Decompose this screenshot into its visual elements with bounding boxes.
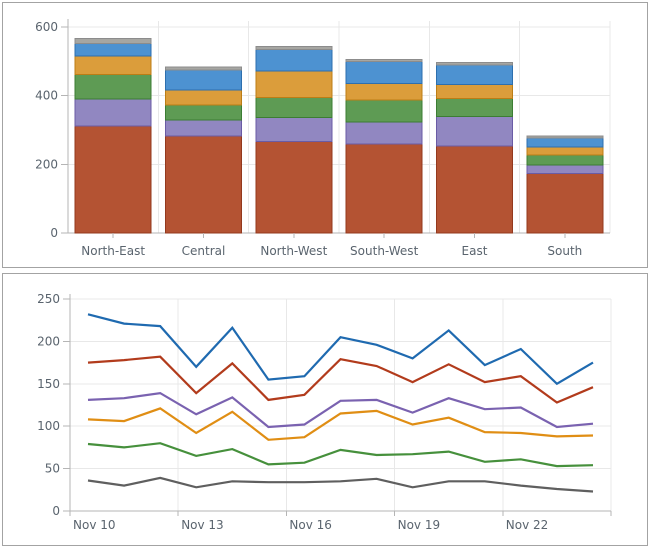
bar-segment-South-stack-5[interactable] (526, 137, 604, 148)
bar-segment-North-West-stack-1[interactable] (255, 141, 333, 234)
x-tick-label: Nov 13 (181, 518, 224, 532)
bar-segment-East-stack-2[interactable] (436, 116, 513, 147)
bar-segment-South-stack-2[interactable] (526, 164, 604, 174)
bar-segment-South-stack-3[interactable] (526, 154, 604, 166)
bar-segment-South-stack-6[interactable] (526, 135, 604, 139)
bar-segment-South-stack-4[interactable] (526, 146, 604, 156)
series-line-red[interactable] (87, 355, 594, 404)
x-tick-label: Nov 19 (398, 518, 441, 532)
category-label: South (547, 244, 582, 258)
y-tick-label: 0 (52, 504, 60, 518)
bar-segment-South-West-stack-5[interactable] (345, 61, 423, 84)
series-line-green[interactable] (87, 442, 594, 468)
category-label: Central (182, 244, 226, 258)
bar-segment-East-stack-1[interactable] (436, 145, 513, 234)
bar-segment-North-West-stack-3[interactable] (255, 97, 333, 118)
y-tick-label: 150 (37, 377, 60, 391)
bar-segment-South-West-stack-6[interactable] (345, 58, 423, 63)
stacked-bar-chart: 0 200 400 600 North-East Central North-West Sou… (35, 19, 611, 258)
y-tick-label: 400 (35, 89, 58, 103)
bar-segment-North-West-stack-6[interactable] (255, 46, 333, 50)
bar-segment-North-East-stack-3[interactable] (74, 73, 152, 100)
series-line-blue[interactable] (87, 313, 594, 386)
y-tick-label: 200 (35, 157, 58, 171)
bar-segment-North-East-stack-5[interactable] (74, 42, 152, 57)
bar-segment-South-West-stack-1[interactable] (345, 143, 423, 234)
line-chart-panel: 0 50 100 150 200 250 Nov 10 Nov 13 Nov 16 Nov 19 N… (2, 273, 648, 546)
category-label: North-West (260, 244, 327, 258)
bar-segment-East-stack-4[interactable] (436, 83, 513, 99)
bar-segment-Central-stack-4[interactable] (165, 89, 242, 106)
bar-segment-Central-stack-3[interactable] (165, 104, 242, 121)
series-line-orange[interactable] (87, 407, 594, 441)
bar-segment-South-stack-1[interactable] (526, 172, 604, 234)
y-tick-label: 600 (35, 20, 58, 34)
bar-segment-Central-stack-6[interactable] (165, 66, 242, 71)
bar-segment-North-West-stack-2[interactable] (255, 116, 333, 143)
bar-segment-North-East-stack-1[interactable] (74, 125, 152, 234)
stacked-bar-chart-panel: 0 200 400 600 North-East Central North-West Sou… (2, 2, 648, 268)
bar-segment-North-West-stack-4[interactable] (255, 70, 333, 99)
category-label: East (462, 244, 488, 258)
bar-segment-South-West-stack-3[interactable] (345, 99, 423, 123)
category-label: North-East (81, 244, 145, 258)
bar-segment-North-West-stack-5[interactable] (255, 48, 333, 72)
x-tick-label: Nov 16 (289, 518, 332, 532)
bar-segment-South-West-stack-2[interactable] (345, 121, 423, 145)
series-line-purple[interactable] (87, 391, 594, 429)
y-tick-label: 250 (37, 292, 60, 306)
bar-segment-East-stack-3[interactable] (436, 97, 513, 118)
bar-segment-North-East-stack-6[interactable] (74, 37, 152, 44)
bar-segment-North-East-stack-2[interactable] (74, 98, 152, 127)
y-tick-label: 100 (37, 419, 60, 433)
bar-segment-East-stack-5[interactable] (436, 64, 513, 85)
bar-segment-Central-stack-2[interactable] (165, 119, 242, 137)
x-tick-label: Nov 10 (73, 518, 116, 532)
bar-segment-North-East-stack-4[interactable] (74, 55, 152, 75)
bar-segment-South-West-stack-4[interactable] (345, 82, 423, 101)
line-chart: 0 50 100 150 200 250 Nov 10 Nov 13 Nov 16 Nov 19 N… (37, 292, 612, 532)
y-tick-label: 50 (45, 462, 60, 476)
bar-segment-Central-stack-5[interactable] (165, 69, 242, 91)
bar-segment-East-stack-6[interactable] (436, 62, 513, 66)
x-tick-label: Nov 22 (506, 518, 549, 532)
y-tick-label: 0 (50, 226, 58, 240)
category-label: South-West (350, 244, 419, 258)
series-line-gray[interactable] (87, 476, 594, 493)
bar-segment-Central-stack-1[interactable] (165, 135, 242, 234)
y-tick-label: 200 (37, 334, 60, 348)
